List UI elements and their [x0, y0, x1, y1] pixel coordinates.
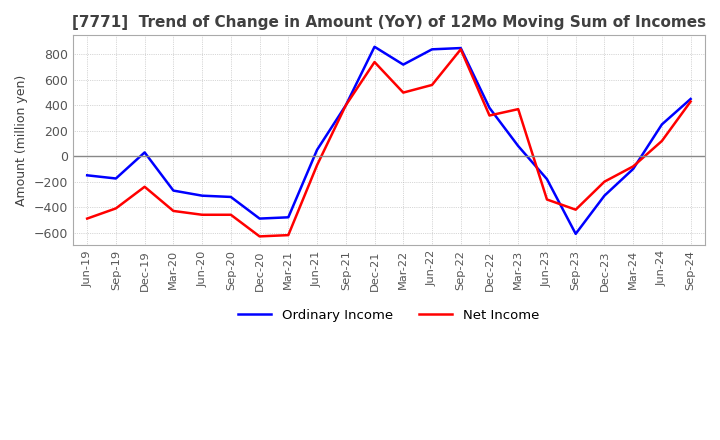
Ordinary Income — [629, 166, 637, 172]
Net Income — [456, 47, 465, 52]
Net Income — [629, 164, 637, 169]
Net Income — [312, 162, 321, 168]
Net Income — [140, 184, 149, 189]
Ordinary Income — [227, 194, 235, 200]
Net Income — [428, 82, 436, 88]
Net Income — [227, 212, 235, 217]
Net Income — [256, 234, 264, 239]
Net Income — [370, 59, 379, 65]
Ordinary Income — [284, 215, 292, 220]
Y-axis label: Amount (million yen): Amount (million yen) — [15, 75, 28, 206]
Ordinary Income — [341, 103, 350, 108]
Ordinary Income — [514, 143, 523, 149]
Ordinary Income — [686, 96, 695, 102]
Ordinary Income — [657, 122, 666, 127]
Net Income — [399, 90, 408, 95]
Ordinary Income — [399, 62, 408, 67]
Net Income — [572, 207, 580, 213]
Net Income — [657, 138, 666, 143]
Net Income — [686, 99, 695, 104]
Ordinary Income — [140, 150, 149, 155]
Net Income — [514, 106, 523, 112]
Ordinary Income — [112, 176, 120, 181]
Ordinary Income — [256, 216, 264, 221]
Ordinary Income — [428, 47, 436, 52]
Net Income — [169, 208, 178, 213]
Title: [7771]  Trend of Change in Amount (YoY) of 12Mo Moving Sum of Incomes: [7771] Trend of Change in Amount (YoY) o… — [72, 15, 706, 30]
Net Income — [112, 206, 120, 211]
Net Income — [485, 113, 494, 118]
Legend: Ordinary Income, Net Income: Ordinary Income, Net Income — [233, 303, 544, 327]
Ordinary Income — [198, 193, 207, 198]
Ordinary Income — [370, 44, 379, 49]
Ordinary Income — [543, 176, 552, 182]
Ordinary Income — [312, 147, 321, 153]
Net Income — [83, 216, 91, 221]
Ordinary Income — [572, 231, 580, 236]
Line: Ordinary Income: Ordinary Income — [87, 47, 690, 234]
Ordinary Income — [485, 105, 494, 110]
Ordinary Income — [456, 45, 465, 51]
Ordinary Income — [169, 188, 178, 193]
Net Income — [198, 212, 207, 217]
Net Income — [600, 179, 608, 184]
Net Income — [284, 232, 292, 238]
Net Income — [341, 103, 350, 108]
Line: Net Income: Net Income — [87, 49, 690, 236]
Ordinary Income — [600, 193, 608, 198]
Net Income — [543, 197, 552, 202]
Ordinary Income — [83, 172, 91, 178]
